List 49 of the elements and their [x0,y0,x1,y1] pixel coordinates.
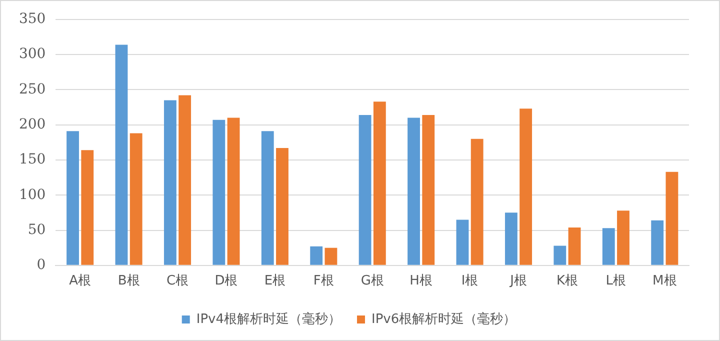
x-tick-label: H根 [410,274,432,289]
x-tick-label: G根 [360,274,384,289]
bar [568,227,581,265]
bar [310,246,323,265]
y-tick-label: 100 [18,186,46,203]
x-tick-label: C根 [166,274,189,289]
bar [115,44,128,265]
x-tick-label: A根 [69,274,92,289]
y-tick-label: 300 [18,46,46,62]
bar [602,228,615,265]
x-tick-label: I根 [461,274,478,289]
x-tick-label: K根 [556,274,578,289]
y-tick-label: 0 [36,257,46,274]
bar [470,138,484,265]
bar [261,131,274,265]
legend-label: IPv4根解析时延（毫秒） [196,310,342,327]
bar [324,248,338,265]
x-tick-label: L根 [606,274,626,289]
bar [164,100,176,265]
x-tick-label: M根 [652,274,677,289]
bar [422,114,435,265]
bar [554,246,566,265]
bar [227,118,240,265]
x-tick-label: J根 [509,274,527,289]
x-tick-label: F根 [313,274,334,289]
x-tick-label: B根 [118,274,140,289]
y-tick-label: 250 [18,81,46,98]
legend-label: IPv6根解析时延（毫秒） [372,310,516,327]
bar [81,150,94,265]
bar [666,172,678,265]
bar [212,120,226,265]
bar [373,102,386,265]
bar [408,118,420,265]
y-tick-label: 350 [18,11,46,28]
x-tick-label: E根 [264,274,286,289]
y-tick-label: 200 [18,116,46,132]
bar [617,210,630,265]
y-tick-label: 150 [18,152,46,168]
bar [520,108,532,265]
x-tick-label: D根 [214,274,238,289]
bar [276,148,288,265]
bar [178,95,192,265]
bar [504,212,518,265]
bar [456,220,469,265]
bar [651,220,664,265]
bar [130,133,142,265]
bar [358,114,372,265]
y-tick-label: 50 [28,222,46,238]
bar [66,131,79,265]
